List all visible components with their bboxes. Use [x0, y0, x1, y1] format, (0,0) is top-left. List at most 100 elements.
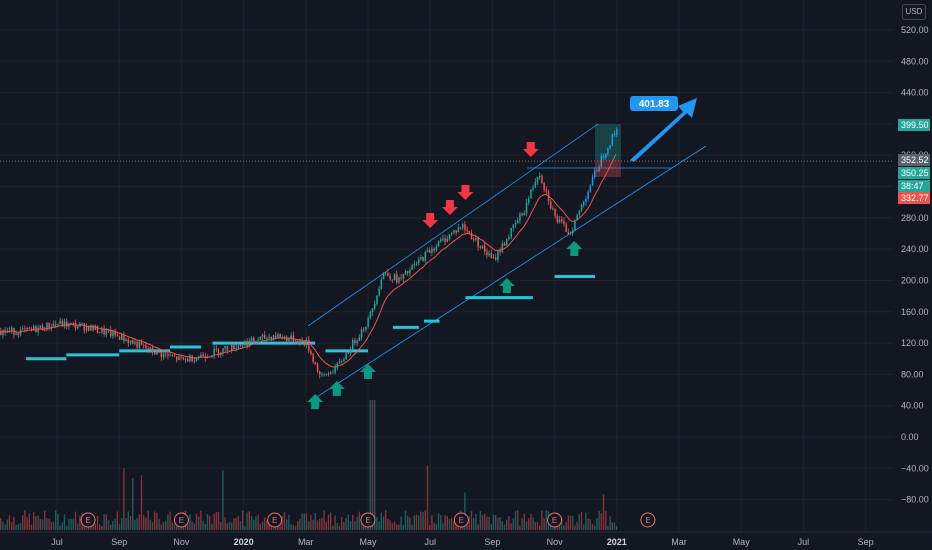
volume-bar: [514, 511, 517, 530]
volume-bar: [24, 510, 26, 530]
candle-body: [299, 340, 301, 345]
volume-bar: [442, 523, 444, 530]
volume-bar: [72, 518, 74, 530]
volume-bar: [13, 517, 15, 530]
volume-bar: [77, 523, 79, 530]
candle-body: [0, 331, 2, 336]
volume-bar: [52, 521, 55, 530]
volume-bar: [101, 525, 103, 530]
earnings-e-icon: [173, 512, 189, 528]
volume-bar: [132, 478, 134, 530]
volume-bar: [567, 515, 569, 530]
volume-bar: [418, 515, 420, 530]
y-tick-label: 240.00: [901, 244, 929, 254]
volume-bar: [354, 520, 356, 530]
volume-bar: [206, 514, 209, 530]
volume-bar: [310, 514, 312, 530]
volume-bar: [420, 511, 422, 530]
candle-body: [506, 239, 508, 246]
candle-body: [455, 230, 457, 233]
candle-body: [55, 324, 57, 325]
candle-body: [235, 347, 237, 349]
volume-bar: [167, 514, 169, 530]
volume-bar: [591, 523, 594, 530]
earnings-e-label: E: [645, 516, 650, 525]
volume-bar: [477, 524, 479, 530]
volume-bar: [327, 514, 330, 530]
candle-body: [486, 251, 488, 256]
y-tick-label: −80.00: [901, 495, 929, 505]
candle-body: [33, 326, 35, 330]
volume-bar: [488, 516, 490, 530]
candle-body: [66, 321, 68, 327]
volume-bar: [475, 513, 477, 530]
volume-bar: [112, 521, 114, 530]
volume-bar: [286, 519, 288, 530]
projection-box[interactable]: 401.83: [595, 96, 697, 177]
earnings-e-icon: [547, 512, 563, 528]
volume-bar: [176, 525, 178, 530]
candle-body: [345, 352, 347, 360]
price-tag-label: 350.25: [901, 168, 929, 178]
candle-body: [231, 343, 233, 351]
volume-bar: [435, 524, 437, 530]
candle-body: [85, 326, 88, 331]
candle-body: [400, 277, 402, 279]
volume-bar: [532, 517, 534, 530]
candle-body: [147, 348, 149, 350]
arrow-up-icon: [360, 364, 376, 379]
candle-body: [470, 232, 473, 240]
volume-bar: [30, 524, 33, 530]
currency-label[interactable]: USD: [902, 4, 926, 20]
volume-bar: [613, 522, 616, 530]
volume-bar: [422, 512, 424, 530]
volume-bar: [517, 510, 519, 530]
volume-bar: [288, 514, 290, 530]
volume-bar: [396, 524, 398, 530]
candle-body: [59, 320, 61, 324]
candle-body: [404, 271, 407, 275]
price-axis[interactable]: 520.00480.00440.00360.00320.00280.00240.…: [893, 0, 932, 550]
candle-body: [418, 259, 420, 264]
candle-body: [26, 327, 28, 329]
time-axis[interactable]: Jul Sep Nov 2020 Mar May Jul Sep Nov 2021 Mar May Ju…: [0, 531, 932, 547]
volume-bar: [33, 511, 35, 530]
candle-body: [402, 274, 405, 279]
candle-body: [360, 329, 363, 338]
candle-body: [37, 327, 39, 333]
earnings-e-icon: [640, 512, 656, 528]
candle-body: [446, 238, 449, 242]
volume-bar: [413, 515, 415, 530]
price-tag-label: 352.52: [901, 155, 929, 165]
volume-bar: [336, 523, 338, 530]
candle-body: [28, 327, 31, 329]
price-tag-label: 332.77: [901, 193, 929, 203]
ema-line: [0, 153, 617, 368]
volume-bar: [440, 515, 442, 530]
candle-body: [275, 335, 277, 338]
volume-bar: [345, 518, 347, 530]
volume-bar: [74, 511, 77, 530]
x-tick-label: Jul: [424, 537, 436, 547]
candle-body: [156, 350, 158, 355]
candle-body: [433, 248, 435, 251]
volume-bar: [464, 492, 466, 530]
volume-bar: [543, 518, 545, 530]
volume-bar: [580, 511, 583, 530]
candle-body: [591, 176, 594, 186]
grid-lines: [0, 0, 893, 532]
candle-body: [61, 320, 64, 327]
volume-bar: [160, 524, 162, 530]
candle-body: [116, 334, 119, 337]
volume-bar: [297, 520, 299, 530]
volume-bar: [347, 514, 349, 530]
volume-bar: [323, 510, 325, 530]
candle-body: [11, 327, 13, 331]
projection-loss-zone: [595, 160, 621, 177]
y-tick-label: 0.00: [901, 432, 919, 442]
candle-body: [222, 348, 224, 353]
candle-body: [349, 350, 352, 354]
